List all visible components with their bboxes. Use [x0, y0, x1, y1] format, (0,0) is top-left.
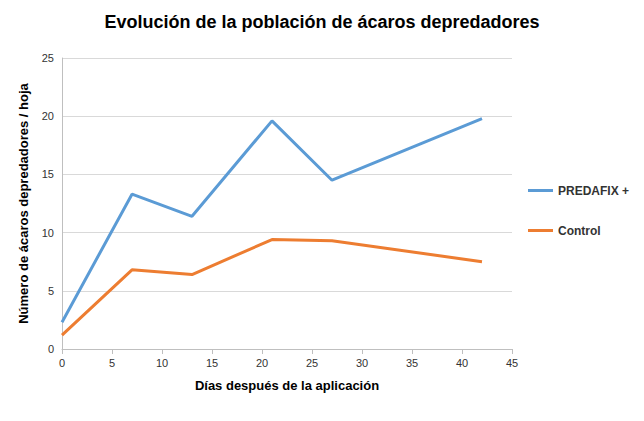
svg-text:30: 30 — [356, 357, 368, 369]
svg-text:40: 40 — [456, 357, 468, 369]
svg-text:15: 15 — [42, 168, 54, 180]
svg-text:5: 5 — [48, 285, 54, 297]
svg-text:35: 35 — [406, 357, 418, 369]
svg-text:Control: Control — [558, 224, 601, 238]
svg-text:Evolución de la población de á: Evolución de la población de ácaros depr… — [104, 12, 539, 32]
svg-text:15: 15 — [206, 357, 218, 369]
svg-text:10: 10 — [42, 227, 54, 239]
svg-text:5: 5 — [109, 357, 115, 369]
svg-text:Número de ácaros depredadores: Número de ácaros depredadores / hoja — [16, 82, 31, 323]
svg-text:25: 25 — [306, 357, 318, 369]
svg-text:PREDAFIX +: PREDAFIX + — [558, 184, 629, 198]
svg-text:25: 25 — [42, 52, 54, 64]
svg-text:Días después de la aplicación: Días después de la aplicación — [195, 378, 379, 393]
svg-text:0: 0 — [59, 357, 65, 369]
svg-text:20: 20 — [42, 110, 54, 122]
svg-text:10: 10 — [156, 357, 168, 369]
svg-text:20: 20 — [256, 357, 268, 369]
svg-text:45: 45 — [506, 357, 518, 369]
svg-text:0: 0 — [48, 343, 54, 355]
